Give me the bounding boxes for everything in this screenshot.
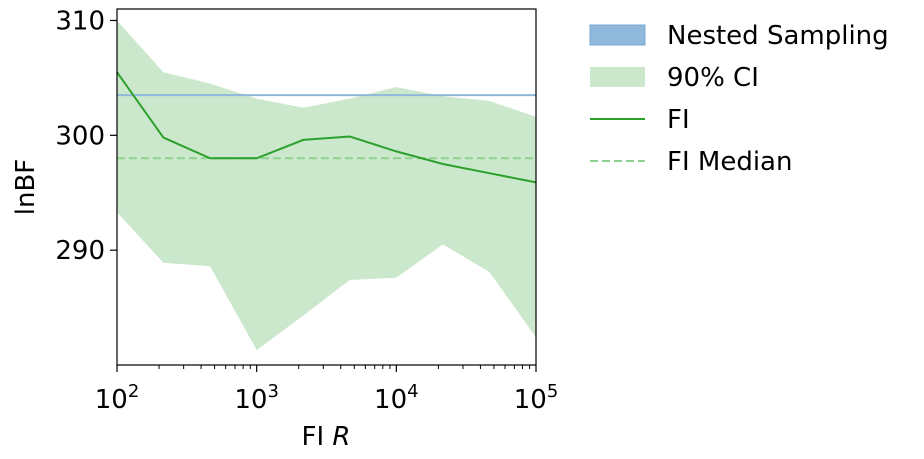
y-tick-label: 290 [55, 236, 105, 266]
x-tick-label: 103 [234, 381, 279, 415]
legend-swatch-nested [589, 24, 646, 46]
legend-label: FI [667, 105, 690, 135]
x-tick-label: 105 [514, 381, 559, 415]
y-tick-label: 300 [55, 121, 105, 151]
legend-label: FI Median [667, 147, 792, 177]
legend-label: Nested Sampling [667, 21, 889, 51]
fi-line [116, 71, 537, 184]
plot-frame [116, 8, 537, 366]
y-tick-label: 310 [55, 6, 105, 36]
legend: Nested Sampling 90% CI FI FI Median [589, 21, 889, 177]
x-tick-label: 104 [374, 381, 419, 415]
ci-band [117, 20, 536, 351]
y-axis-label: lnBF [11, 159, 41, 216]
axis-ticks: 290 300 310 102 103 104 105 [55, 6, 558, 415]
x-axis-label: FI R [302, 422, 351, 452]
plot-area [116, 20, 537, 351]
legend-swatch-ci [590, 67, 645, 87]
legend-label: 90% CI [667, 63, 759, 93]
x-tick-label: 102 [95, 381, 140, 415]
